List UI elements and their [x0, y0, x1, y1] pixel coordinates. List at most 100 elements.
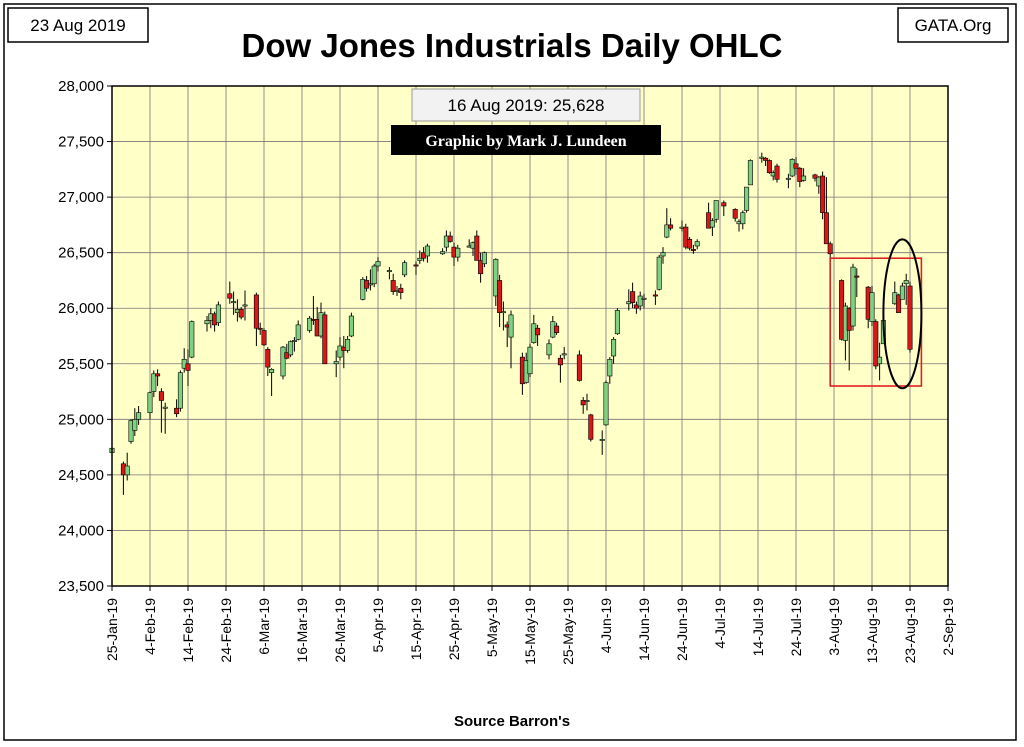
x-tick-label: 6-Mar-19 — [256, 598, 272, 655]
candle-body-down — [763, 157, 769, 161]
candle-body-down — [557, 357, 563, 366]
candle-body-up — [611, 339, 617, 357]
candle — [633, 301, 639, 314]
candle — [766, 159, 772, 174]
candle-body-down — [588, 414, 594, 440]
candle — [535, 324, 541, 346]
candle — [478, 252, 484, 283]
candle — [280, 346, 286, 380]
candle — [747, 159, 753, 186]
y-tick-label: 23,500 — [58, 578, 104, 595]
candle-body-up — [375, 261, 381, 267]
candle — [269, 368, 275, 396]
candle — [850, 263, 856, 331]
candle-body-up — [641, 297, 647, 300]
candle-body-down — [447, 235, 453, 242]
y-tick-label: 25,500 — [58, 356, 104, 373]
x-tick-label: 14-Feb-19 — [180, 598, 196, 663]
y-tick-label: 28,000 — [58, 78, 104, 95]
candle-body-up — [561, 353, 567, 356]
candle-body-down — [158, 391, 164, 401]
candle-body-up — [527, 346, 533, 375]
candle-body-down — [576, 354, 582, 381]
candle-body-up — [599, 439, 605, 441]
candle-body-up — [367, 283, 373, 286]
candle-body-up — [204, 320, 210, 325]
candle-body-down — [174, 407, 180, 415]
x-tick-label: 3-Aug-19 — [826, 598, 842, 656]
candle-body-down — [774, 165, 780, 180]
candle-body-down — [535, 327, 541, 336]
candle — [417, 250, 423, 264]
candle — [774, 163, 780, 183]
candle — [288, 340, 294, 358]
candle — [185, 349, 191, 386]
y-tick-label: 25,000 — [58, 411, 104, 428]
candle-body-down — [820, 175, 826, 213]
candle-body-up — [128, 420, 134, 442]
candle — [238, 307, 244, 320]
candle — [455, 244, 461, 262]
chart-title: Dow Jones Industrials Daily OHLC — [242, 27, 783, 64]
candle-body-down — [155, 373, 161, 377]
x-tick-label: 25-Apr-19 — [446, 598, 462, 660]
candle — [801, 168, 807, 182]
candle-body-down — [257, 327, 263, 330]
candle-body-up — [333, 361, 339, 365]
candle — [823, 177, 829, 245]
candle-body-up — [656, 256, 662, 290]
candle — [151, 370, 157, 398]
candle — [694, 239, 700, 250]
candle — [660, 247, 666, 264]
candle-body-down — [827, 243, 833, 255]
candle — [584, 393, 590, 411]
candle — [854, 268, 860, 298]
candle — [215, 301, 221, 326]
candle-body-up — [740, 212, 746, 225]
candle — [124, 452, 130, 481]
credit-box — [391, 125, 661, 155]
candle-body-up — [291, 340, 297, 342]
candle-body-up — [637, 295, 643, 307]
date-box-text: 23 Aug 2019 — [30, 16, 125, 35]
candle-body-up — [132, 419, 138, 431]
x-tick-label: 23-Aug-19 — [902, 598, 918, 664]
candle — [877, 342, 883, 381]
candle-body-down — [668, 224, 674, 229]
candle — [820, 171, 826, 220]
candle — [333, 350, 339, 378]
candle — [295, 320, 301, 341]
candle-body-down — [253, 294, 259, 329]
candle-body-down — [873, 321, 879, 367]
candle — [500, 301, 506, 331]
candle-body-down — [580, 400, 586, 406]
candle — [345, 336, 351, 353]
credit-text: Graphic by Mark J. Lundeen — [425, 133, 626, 150]
x-tick-label: 24-Feb-19 — [218, 598, 234, 663]
candle — [447, 231, 453, 243]
candle-body-down — [633, 304, 639, 309]
candle — [162, 402, 168, 434]
candle-body-down — [185, 363, 191, 371]
candle — [668, 218, 674, 231]
candle-body-up — [508, 314, 514, 338]
x-tick-label: 24-Jul-19 — [788, 598, 804, 657]
candle-body-up — [694, 241, 700, 247]
highlight-ellipse — [882, 238, 923, 390]
candle-body-up — [747, 160, 753, 186]
overlay-layer — [829, 238, 923, 390]
candle-body-down — [265, 349, 271, 368]
candle — [580, 397, 586, 414]
x-tick-label: 25-May-19 — [560, 598, 576, 665]
candle — [652, 290, 658, 305]
candle — [424, 243, 430, 263]
candle — [371, 263, 377, 288]
candle-body-up — [664, 224, 670, 238]
candle-body-up — [162, 406, 168, 409]
candle-body-down — [732, 209, 738, 219]
y-tick-label: 26,500 — [58, 245, 104, 262]
candle — [599, 430, 605, 455]
candle-body-up — [709, 220, 715, 228]
candle — [337, 337, 343, 361]
candle-body-down — [284, 352, 290, 359]
